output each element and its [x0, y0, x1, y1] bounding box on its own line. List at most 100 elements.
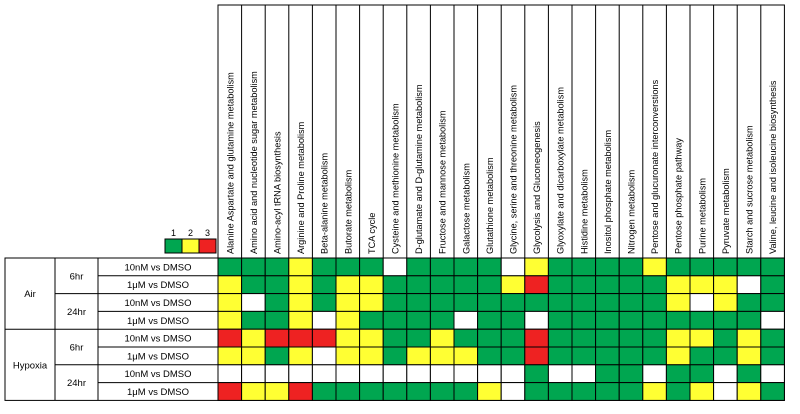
column-label: Cysteine and methionine metabolism [391, 103, 401, 254]
column-label: Purine metabolism [697, 178, 707, 254]
heatmap-cell [595, 257, 620, 277]
heatmap-cell [217, 328, 243, 348]
heatmap-cell [477, 328, 502, 348]
column-label: Glyoxylate and dicarboxylate metabolism [556, 87, 566, 254]
heatmap-cell [689, 328, 715, 348]
heatmap-cell [335, 382, 361, 401]
heatmap-cell [359, 328, 384, 348]
heatmap-cell [359, 364, 384, 384]
heatmap-cell [429, 310, 455, 330]
heatmap-cell [382, 364, 408, 384]
time-label: 24hr [67, 307, 86, 318]
heatmap-cell [477, 310, 502, 330]
column-label: Pentose and glucuronate interconverstion… [650, 79, 660, 254]
heatmap-cell [311, 293, 337, 312]
heatmap-cell [642, 328, 667, 348]
time-label: 6hr [70, 271, 84, 282]
heatmap-cell [713, 346, 738, 366]
column-label: Amino acid and nucleotide sugar metaboli… [249, 71, 259, 254]
heatmap-cell [264, 346, 290, 366]
heatmap-cell [288, 275, 313, 295]
heatmap-cell [713, 328, 738, 348]
heatmap-cell [477, 364, 502, 384]
heatmap-cell [736, 257, 762, 277]
column-label: Glutathione metabolism [485, 157, 495, 254]
heatmap-cell [453, 310, 479, 330]
heatmap-cell [571, 382, 597, 401]
legend: 1 2 3 [164, 228, 217, 254]
heatmap-cell [311, 257, 337, 277]
heatmap-cell [406, 257, 431, 277]
heatmap-cell [264, 364, 290, 384]
heatmap-cell [429, 364, 455, 384]
heatmap-cell [241, 293, 266, 312]
comparison-label: 1μM vs DMSO [127, 316, 189, 327]
heatmap-cell [760, 293, 785, 312]
heatmap-cell [547, 293, 573, 312]
time-label: 24hr [67, 378, 86, 389]
heatmap-cell [241, 346, 266, 366]
heatmap-cell [618, 382, 644, 401]
heatmap-cell [311, 275, 337, 295]
heatmap-cell [618, 257, 644, 277]
heatmap-cell [524, 382, 549, 401]
heatmap-cell [665, 275, 691, 295]
column-label: Butorate metabolism [343, 169, 353, 254]
heatmap-cell [311, 364, 337, 384]
heatmap-cell [382, 275, 408, 295]
heatmap-cell [311, 382, 337, 401]
heatmap-cell [760, 382, 785, 401]
heatmap-cell [382, 346, 408, 366]
heatmap-cell [264, 310, 290, 330]
heatmap-cell [264, 293, 290, 312]
heatmap-cell [288, 257, 313, 277]
heatmap-cell [477, 346, 502, 366]
heatmap-cell [453, 364, 479, 384]
column-label: Pentose phosphate pathway [674, 138, 684, 254]
heatmap-cell [524, 346, 549, 366]
heatmap-cell [477, 275, 502, 295]
column-headers: Alanine Aspartate and glutamine metaboli… [217, 4, 785, 259]
heatmap-cell [382, 310, 408, 330]
legend-label: 1 [171, 228, 176, 238]
heatmap-cell [453, 328, 479, 348]
heatmap-cell [429, 382, 455, 401]
heatmap-cell [547, 257, 573, 277]
heatmap-cell [665, 382, 691, 401]
heatmap-cell [359, 346, 384, 366]
heatmap-cell [736, 346, 762, 366]
heatmap-cell [335, 346, 361, 366]
heatmap-cell [264, 257, 290, 277]
heatmap-cell [264, 275, 290, 295]
heatmap-cell [642, 382, 667, 401]
heatmap-cell [288, 310, 313, 330]
heatmap-cell [547, 346, 573, 366]
column-label: Nitrogen metabolism [627, 169, 637, 254]
heatmap-cell [335, 328, 361, 348]
heatmap-cell [571, 364, 597, 384]
heatmap-cell [359, 382, 384, 401]
heatmap-cell [618, 275, 644, 295]
heatmap-cell [524, 275, 549, 295]
heatmap-cell [524, 257, 549, 277]
heatmap-cell [665, 257, 691, 277]
heatmap-cell [406, 275, 431, 295]
heatmap-cell [642, 257, 667, 277]
heatmap-cell [642, 293, 667, 312]
heatmap-cell [760, 275, 785, 295]
condition-label: Air [24, 289, 36, 300]
heatmap-cell [500, 328, 526, 348]
heatmap-cell [618, 328, 644, 348]
heatmap-cells [217, 257, 785, 401]
column-label: Valine, leucine and isoleucine biosynthe… [768, 80, 778, 254]
heatmap-cell [689, 382, 715, 401]
heatmap-cell [429, 293, 455, 312]
heatmap-cell [500, 293, 526, 312]
heatmap-cell [665, 310, 691, 330]
heatmap-cell [571, 310, 597, 330]
heatmap-cell [406, 310, 431, 330]
heatmap-cell [500, 257, 526, 277]
heatmap-cell [760, 328, 785, 348]
legend-label: 3 [205, 228, 210, 238]
legend-swatch [164, 238, 183, 254]
